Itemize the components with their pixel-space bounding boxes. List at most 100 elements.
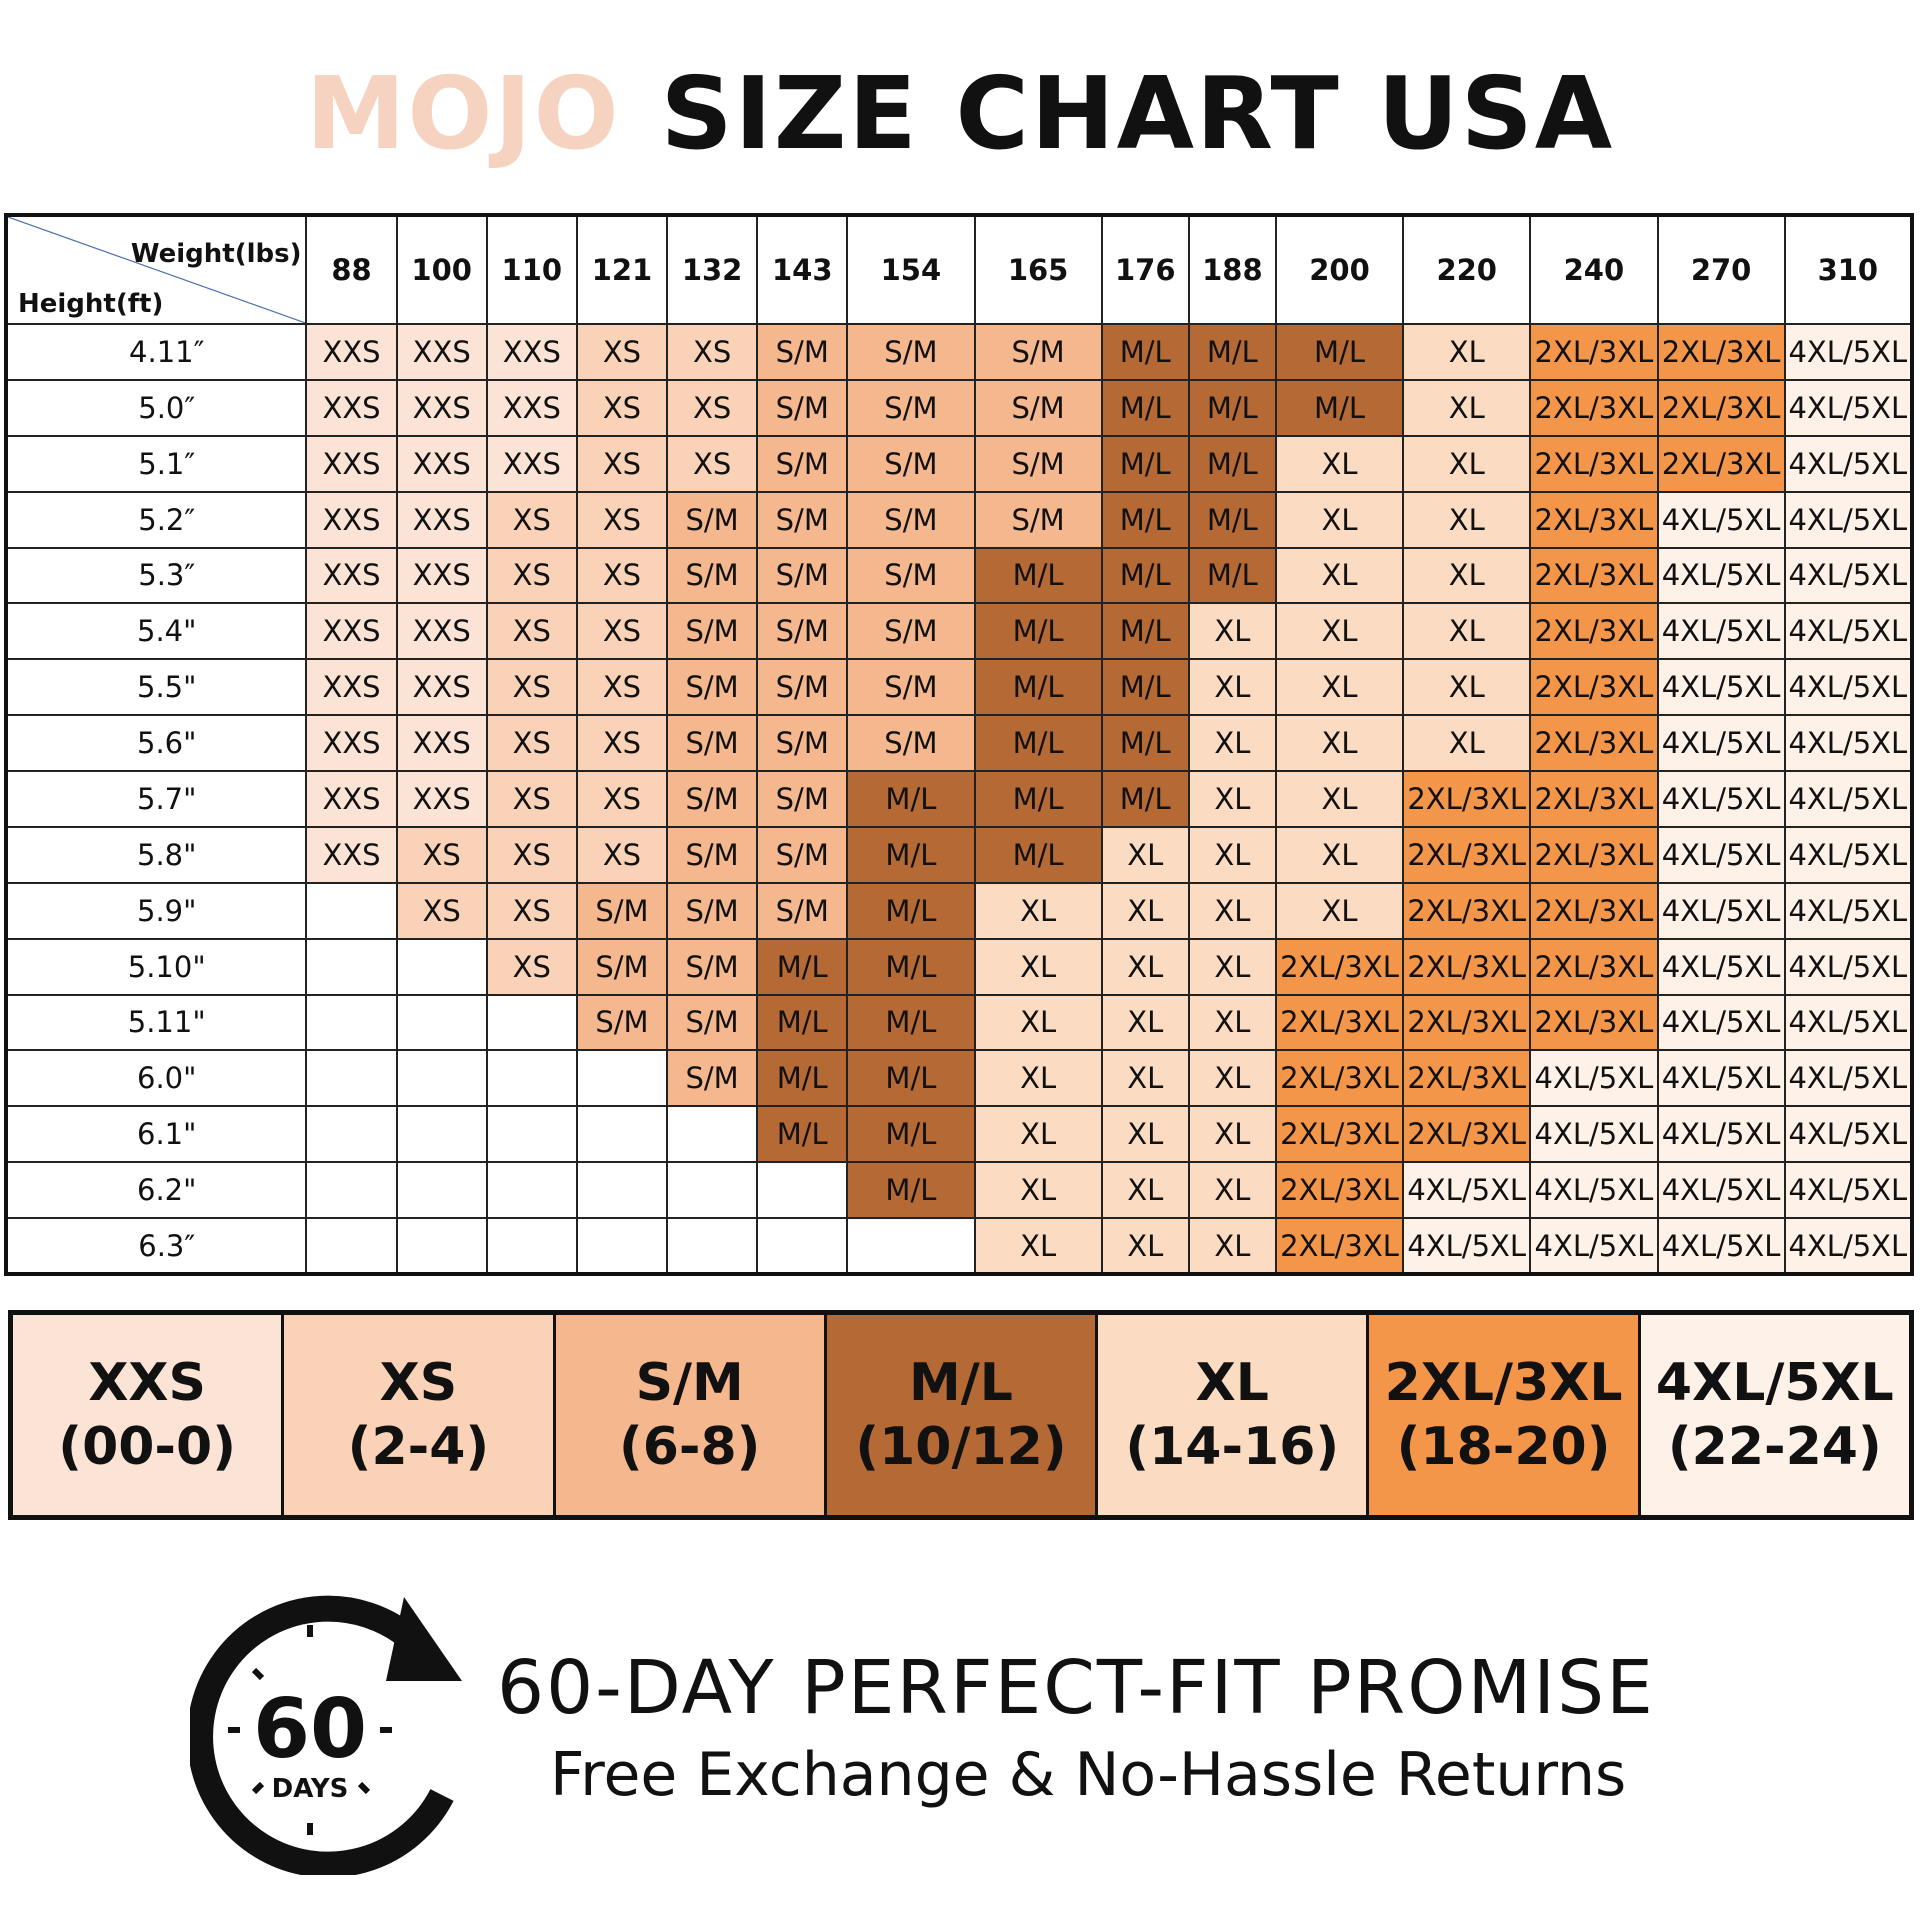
size-cell: XL: [973, 993, 1103, 1052]
size-cell: XL: [1187, 770, 1277, 828]
size-cell: 4XL/5XL: [1783, 434, 1914, 493]
size-cell: 4XL/5XL: [1783, 937, 1914, 996]
size-cell: 2XL/3XL: [1274, 937, 1405, 996]
size-cell: S/M: [756, 881, 849, 940]
size-cell: XXS: [395, 378, 488, 437]
size-cell: 2XL/3XL: [1402, 993, 1532, 1052]
legend-item: XL (14-16): [1098, 1315, 1370, 1515]
size-cell: S/M: [575, 993, 669, 1052]
empty-size-cell: [666, 1105, 759, 1164]
table-row: 5.9" XS XS S/M S/M S/M M/L XL XL XL XL 2XL/3XL 2XL/3…: [4, 881, 1914, 940]
size-cell: 2XL/3XL: [1274, 993, 1405, 1052]
height-row-label: 5.9": [4, 881, 308, 940]
size-cell: 4XL/5XL: [1529, 1161, 1659, 1219]
weight-header-cell: 240: [1529, 214, 1659, 325]
size-cell: 4XL/5XL: [1529, 1217, 1659, 1275]
size-cell: 4XL/5XL: [1783, 770, 1914, 828]
size-cell: 2XL/3XL: [1402, 937, 1532, 996]
size-cell: 2XL/3XL: [1529, 658, 1659, 717]
empty-size-cell: [395, 1161, 488, 1219]
size-cell: 2XL/3XL: [1402, 825, 1532, 884]
size-cell: 4XL/5XL: [1783, 602, 1914, 661]
legend-item: 4XL/5XL (22-24): [1640, 1315, 1909, 1515]
size-cell: XXS: [485, 434, 578, 493]
size-cell: 4XL/5XL: [1783, 658, 1914, 717]
title-text: SIZE CHART USA: [660, 55, 1615, 172]
size-cell: M/L: [1100, 770, 1190, 828]
size-cell: XL: [973, 937, 1103, 996]
size-cell: XXS: [305, 323, 398, 381]
size-cell: S/M: [666, 490, 759, 549]
table-row: 5.10" XS S/M S/M M/L M/L XL XL XL 2XL/3XL 2XL/3XL 2…: [4, 937, 1914, 996]
table-row: 6.0" S/M M/L M/L XL XL XL 2XL/3XL 2XL/3XL 4XL/5XL…: [4, 1049, 1914, 1108]
size-cell: S/M: [756, 602, 849, 661]
empty-size-cell: [485, 1105, 578, 1164]
empty-size-cell: [305, 993, 398, 1052]
size-cell: 4XL/5XL: [1783, 1161, 1914, 1219]
empty-size-cell: [305, 881, 398, 940]
legend-item: XXS (00-0): [13, 1315, 285, 1515]
size-cell: 4XL/5XL: [1656, 1049, 1786, 1108]
size-cell: M/L: [1100, 323, 1190, 381]
size-cell: XXS: [305, 714, 398, 772]
size-cell: XXS: [305, 378, 398, 437]
size-cell: 2XL/3XL: [1529, 434, 1659, 493]
size-cell: XL: [1274, 825, 1405, 884]
weight-header-cell: 132: [666, 214, 759, 325]
size-cell: M/L: [1187, 378, 1277, 437]
badge-number: 60: [253, 1682, 367, 1777]
size-cell: XL: [1100, 1105, 1190, 1164]
corner-header-cell: Weight(lbs) Height(ft): [4, 214, 308, 325]
size-cell: XS: [575, 658, 669, 717]
size-cell: M/L: [846, 993, 976, 1052]
size-cell: S/M: [666, 825, 759, 884]
timer-60-days-icon: 60 DAYS: [190, 1595, 462, 1875]
height-row-label: 6.1": [4, 1105, 308, 1164]
height-row-label: 5.8": [4, 825, 308, 884]
size-cell: 4XL/5XL: [1656, 1161, 1786, 1219]
size-cell: XXS: [305, 546, 398, 605]
size-cell: 2XL/3XL: [1274, 1217, 1405, 1275]
weight-header-cell: 165: [973, 214, 1103, 325]
size-cell: 4XL/5XL: [1402, 1161, 1532, 1219]
badge-unit: DAYS: [272, 1774, 349, 1804]
size-legend: XXS (00-0) XS (2-4) S/M (6-8) M/L (10/12) XL (14-…: [8, 1310, 1914, 1520]
table-row: 5.2″ XXS XXS XS XS S/M S/M S/M S/M M/L M/L XL XL 2XL/…: [4, 490, 1914, 549]
size-cell: XL: [973, 1217, 1103, 1275]
weight-header-cell: 110: [485, 214, 578, 325]
empty-size-cell: [575, 1161, 669, 1219]
size-cell: S/M: [666, 770, 759, 828]
size-cell: XL: [1402, 378, 1532, 437]
size-cell: 4XL/5XL: [1656, 1217, 1786, 1275]
legend-range-label: (18-20): [1396, 1417, 1611, 1477]
empty-size-cell: [305, 1217, 398, 1275]
empty-size-cell: [395, 1105, 488, 1164]
empty-size-cell: [485, 993, 578, 1052]
size-cell: XL: [1402, 323, 1532, 381]
legend-range-label: (2-4): [347, 1417, 490, 1477]
size-cell: XXS: [305, 602, 398, 661]
size-cell: S/M: [756, 490, 849, 549]
size-cell: XL: [1187, 602, 1277, 661]
size-cell: XL: [1100, 993, 1190, 1052]
height-row-label: 5.7": [4, 770, 308, 828]
size-cell: XS: [485, 770, 578, 828]
size-cell: XXS: [395, 602, 488, 661]
size-cell: XS: [485, 825, 578, 884]
brand-logo: MOJO: [305, 55, 621, 172]
empty-size-cell: [485, 1161, 578, 1219]
size-cell: XL: [1100, 1217, 1190, 1275]
size-cell: XL: [1187, 993, 1277, 1052]
size-cell: 4XL/5XL: [1656, 825, 1786, 884]
height-row-label: 6.3″: [4, 1217, 308, 1275]
size-cell: XXS: [395, 434, 488, 493]
height-row-label: 5.6": [4, 714, 308, 772]
height-axis-label: Height(ft): [18, 289, 164, 319]
table-row: 4.11″ XXS XXS XXS XS XS S/M S/M S/M M/L M/L M/L XL 2X…: [4, 323, 1914, 381]
empty-size-cell: [666, 1161, 759, 1219]
size-cell: XXS: [485, 378, 578, 437]
size-cell: M/L: [973, 825, 1103, 884]
legend-size-label: S/M: [635, 1353, 744, 1413]
size-cell: XS: [575, 490, 669, 549]
size-cell: 2XL/3XL: [1529, 825, 1659, 884]
